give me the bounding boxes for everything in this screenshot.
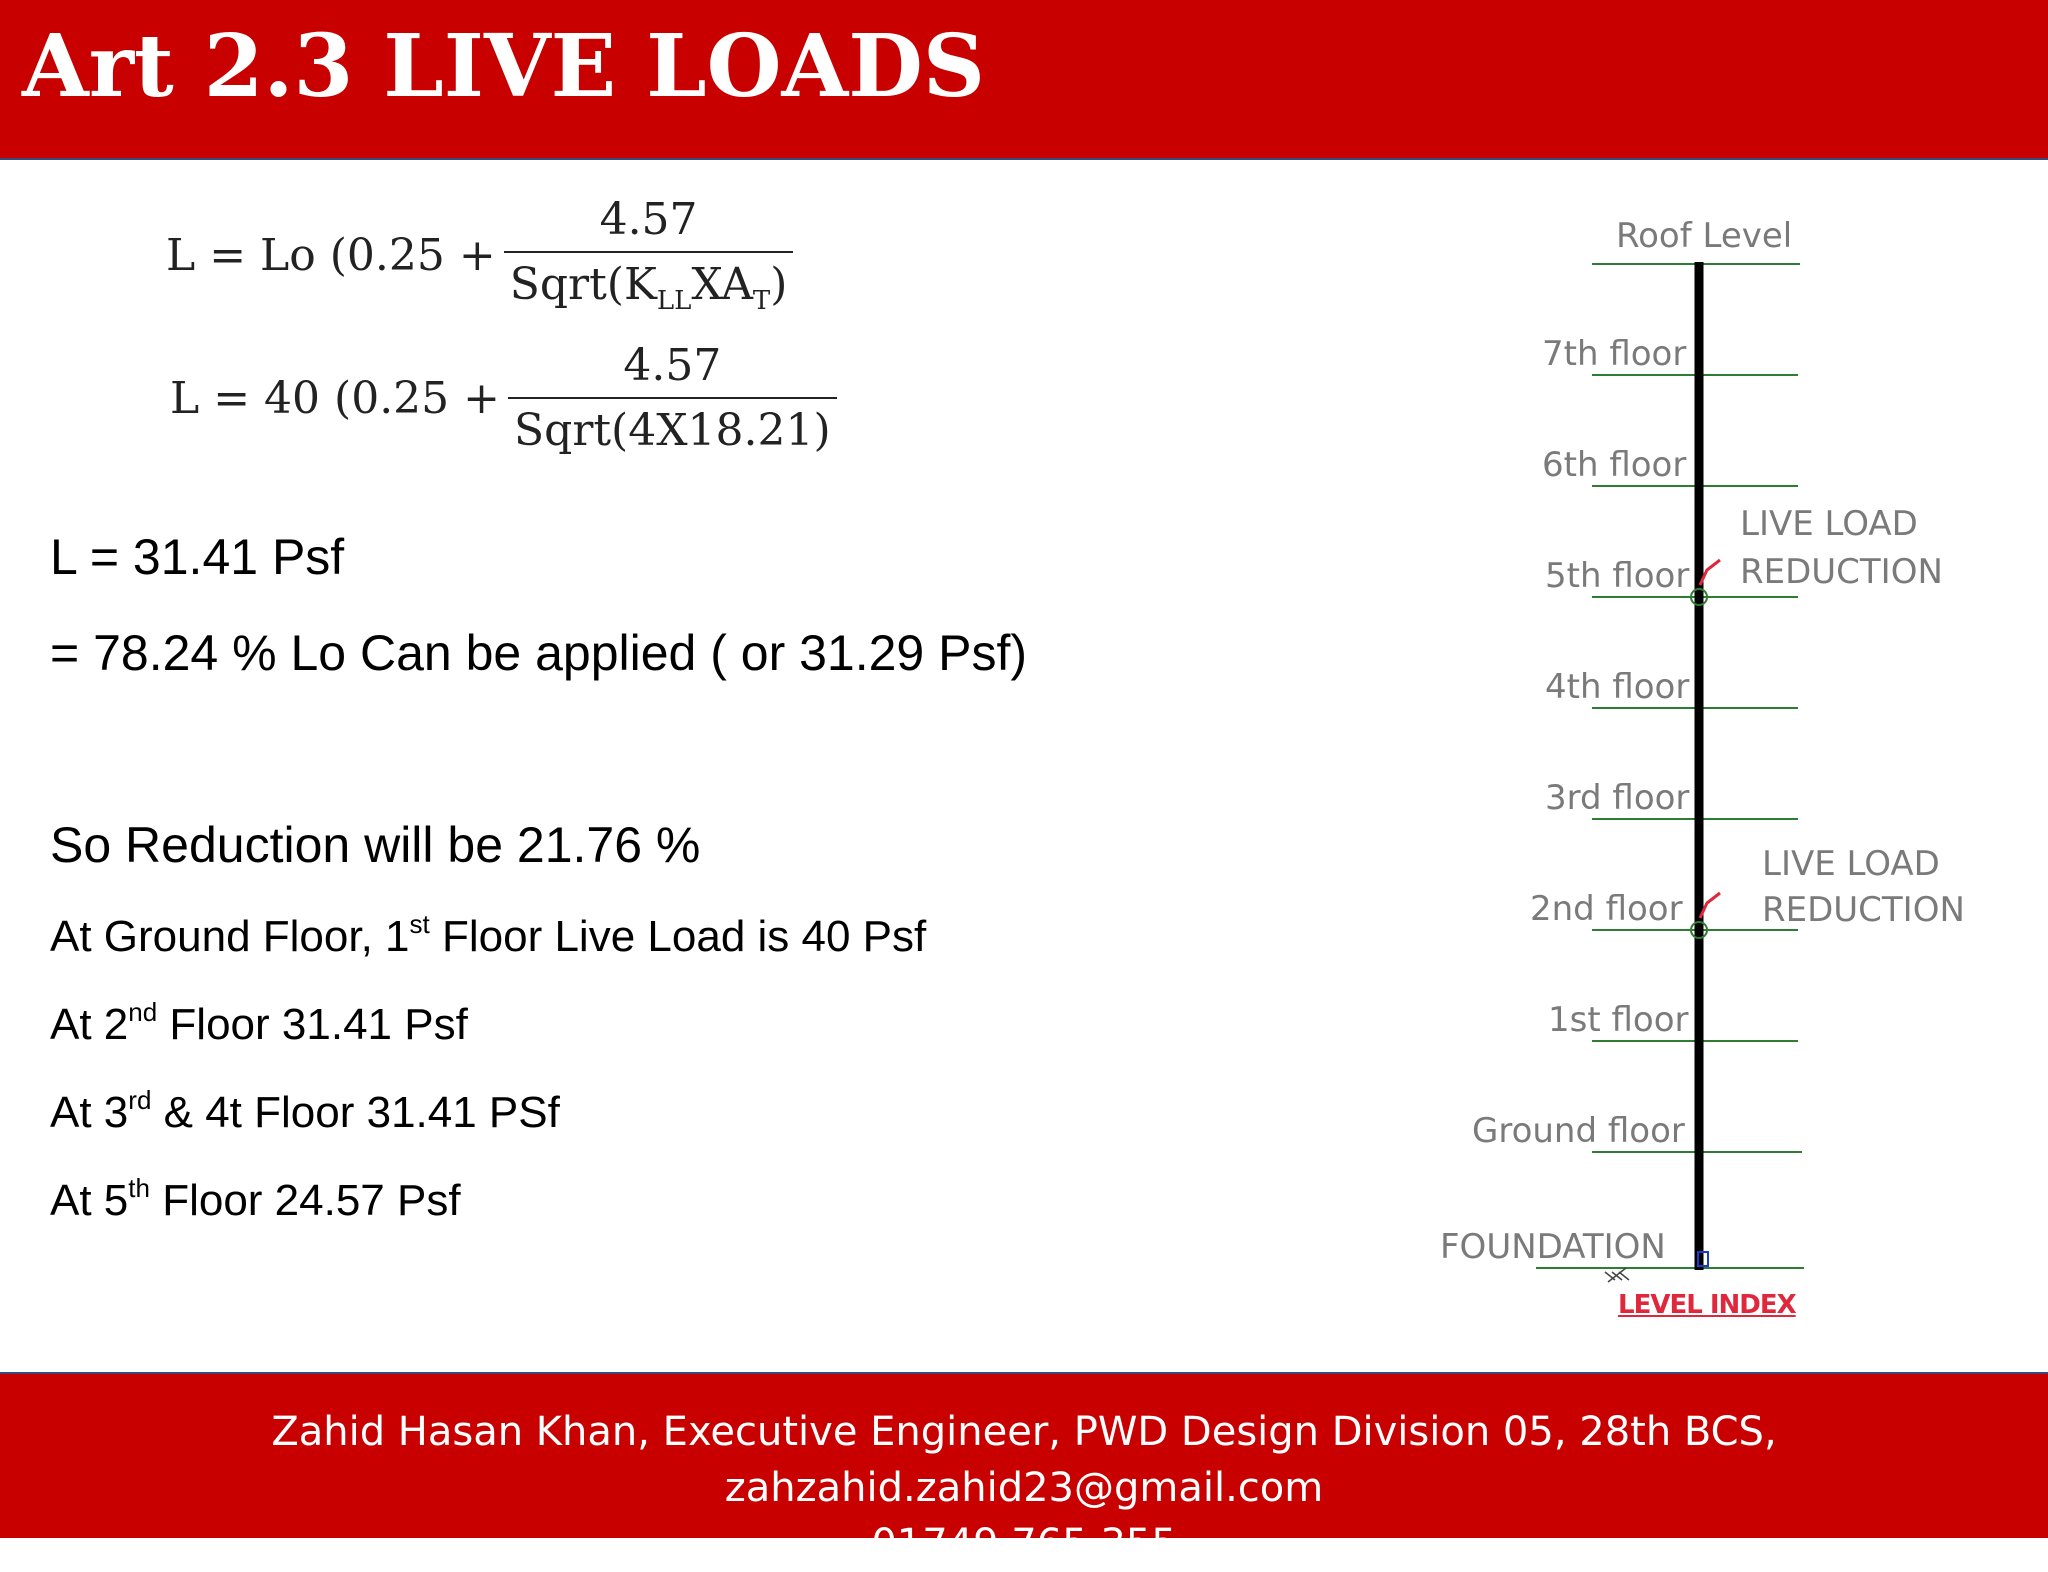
footer-bar: Zahid Hasan Khan, Executive Engineer, PW… <box>0 1372 2048 1567</box>
formula-substituted-fraction: 4.57 Sqrt(4X18.21) <box>508 340 837 456</box>
level-label-5th: 5th floor <box>1545 556 1690 596</box>
formula-substituted: L = 40 (0.25 + 4.57 Sqrt(4X18.21) <box>170 340 837 456</box>
note-ordinal: rd <box>128 1085 152 1115</box>
reduction-label-lower-line1: LIVE LOAD <box>1762 844 1940 884</box>
reduction-result: So Reduction will be 21.76 % <box>50 817 701 873</box>
l-value: L = 31.41 Psf <box>50 529 345 585</box>
title-bar: Art 2.3 LIVE LOADS <box>0 0 2048 160</box>
note-suffix: & 4t Floor 31.41 PSf <box>151 1088 560 1137</box>
level-index-label: LEVEL INDEX <box>1618 1290 1797 1320</box>
formula-substituted-numerator: 4.57 <box>623 340 722 391</box>
level-label-2nd: 2nd floor <box>1530 889 1683 929</box>
den-prefix: Sqrt(K <box>509 259 657 310</box>
floor-note: At 5th Floor 24.57 Psf <box>50 1173 461 1226</box>
level-index-diagram: Roof Level 7th floor 6th floor 5th floor… <box>1400 200 2020 1350</box>
level-label-roof: Roof Level <box>1616 216 1793 256</box>
level-label-1st: 1st floor <box>1548 1000 1689 1040</box>
foundation-hatch <box>1604 1267 1630 1283</box>
floor-note: At 3rd & 4t Floor 31.41 PSf <box>50 1085 560 1138</box>
note-prefix: At 2 <box>50 1000 129 1049</box>
floor-note: At 2nd Floor 31.41 Psf <box>50 997 468 1050</box>
reduction-label-lower-line2: REDUCTION <box>1762 890 1965 930</box>
author-info: Zahid Hasan Khan, Executive Engineer, PW… <box>271 1409 1777 1511</box>
note-prefix: At 5 <box>50 1176 129 1225</box>
formula-general-lhs: L = Lo (0.25 + <box>166 229 496 281</box>
level-label-ground: Ground floor <box>1472 1111 1685 1151</box>
formula-general-denominator: Sqrt(KLLXAT) <box>503 251 794 316</box>
level-label-foundation: FOUNDATION <box>1440 1227 1666 1267</box>
formula-general: L = Lo (0.25 + 4.57 Sqrt(KLLXAT) <box>166 194 794 316</box>
note-suffix: Floor 31.41 Psf <box>157 1000 468 1049</box>
level-label-3rd: 3rd floor <box>1545 778 1690 818</box>
note-prefix: At 3 <box>50 1088 129 1137</box>
level-label-4th: 4th floor <box>1545 667 1690 707</box>
den-mid: XA <box>691 259 753 310</box>
note-suffix: Floor 24.57 Psf <box>149 1176 461 1225</box>
den-subscript-t: T <box>752 286 771 316</box>
note-ordinal: th <box>128 1173 150 1203</box>
note-prefix: At Ground Floor, 1 <box>50 912 410 961</box>
den-subscript-ll: LL <box>656 286 692 316</box>
reduction-arrow-5th <box>1698 558 1721 586</box>
reduction-arrow-2nd <box>1698 891 1721 919</box>
slide-title: Art 2.3 LIVE LOADS <box>22 16 985 117</box>
reduction-marker-5th <box>1690 588 1708 606</box>
formula-general-numerator: 4.57 <box>599 194 698 245</box>
level-diagram-graphics <box>1536 262 1804 1283</box>
foundation-support-node <box>1697 1251 1709 1267</box>
note-suffix: Floor Live Load is 40 Psf <box>429 912 927 961</box>
note-ordinal: st <box>409 909 430 939</box>
percent-applied: = 78.24 % Lo Can be applied ( or 31.29 P… <box>50 625 1028 681</box>
author-phone: 01749 765 355 <box>871 1521 1177 1567</box>
reduction-marker-2nd <box>1690 921 1708 939</box>
den-suffix: ) <box>770 259 788 310</box>
formula-substituted-lhs: L = 40 (0.25 + <box>170 372 501 424</box>
formula-general-fraction: 4.57 Sqrt(KLLXAT) <box>503 194 794 316</box>
reduction-label-upper-line2: REDUCTION <box>1740 552 1943 592</box>
level-label-6th: 6th floor <box>1542 445 1687 485</box>
reduction-label-upper-line1: LIVE LOAD <box>1740 504 1918 544</box>
note-ordinal: nd <box>128 997 158 1027</box>
level-label-7th: 7th floor <box>1542 334 1687 374</box>
formula-substituted-denominator: Sqrt(4X18.21) <box>508 397 837 456</box>
floor-note: At Ground Floor, 1st Floor Live Load is … <box>50 909 927 962</box>
